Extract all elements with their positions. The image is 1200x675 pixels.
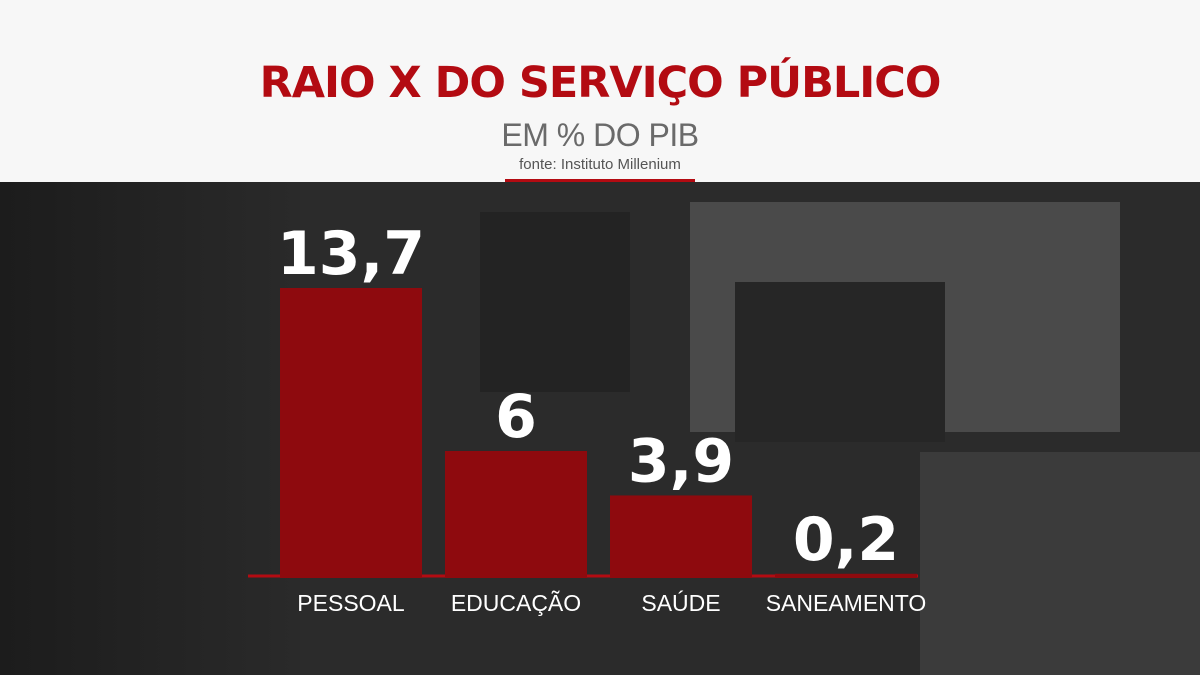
background-photo [0,182,1200,675]
source-underline [505,179,695,182]
bar-1 [445,450,587,578]
bg-desk [920,452,1200,675]
value-label-1: 6 [495,382,537,452]
category-label-3: SANEAMENTO [766,590,927,616]
bg-shadow-left [0,182,300,675]
header: RAIO X DO SERVIÇO PÚBLICO EM % DO PIB fo… [0,0,1200,182]
source-note: fonte: Instituto Millenium [519,156,681,173]
value-label-2: 3,9 [628,426,734,496]
category-label-2: SAÚDE [641,590,720,616]
chart-title: RAIO X DO SERVIÇO PÚBLICO [259,58,942,108]
bar-0 [280,288,422,578]
bar-3 [775,573,917,578]
bars-group: 13,7 PESSOAL 6 EDUCAÇÃO 3,9 SAÚDE 0,2 SANEAMENT… [277,219,926,616]
value-label-3: 0,2 [793,505,899,575]
bg-screen [735,282,945,442]
category-label-0: PESSOAL [297,590,405,616]
chart-subtitle: EM % DO PIB [501,117,699,153]
bg-monitor [480,212,630,392]
bar-2 [610,495,752,578]
value-label-0: 13,7 [277,219,425,289]
category-label-1: EDUCAÇÃO [451,590,581,616]
